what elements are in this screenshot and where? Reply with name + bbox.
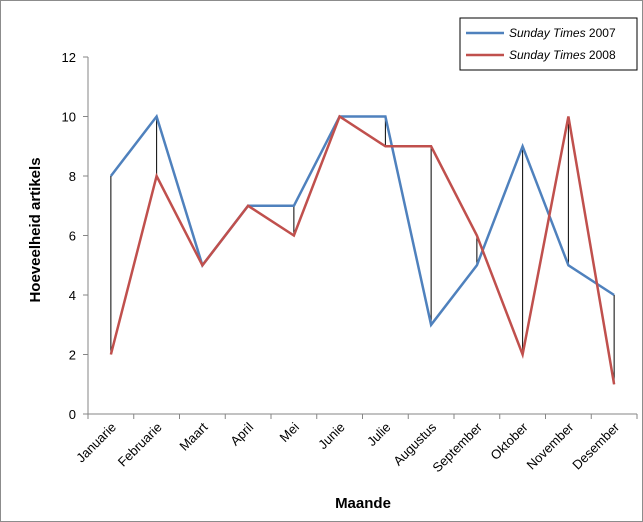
x-tick-label: Oktober [487,419,531,463]
y-tick-label: 8 [69,169,76,184]
y-tick-label: 12 [62,50,76,65]
y-tick-label: 0 [69,407,76,422]
x-tick-label: April [227,419,256,448]
legend-entry-year: 2007 [586,26,616,40]
x-tick-label: November [523,419,576,472]
legend-entry: Sunday Times 2007 [509,26,616,40]
x-tick-label: Mei [277,419,302,444]
x-tick-label: Januarie [73,420,119,466]
x-tick-label: Maart [176,419,210,453]
drop-lines [110,116,615,385]
x-tick-label: September [429,419,485,475]
y-ticks: 0 2 4 6 8 10 12 [62,50,88,422]
legend-entry-name: Sunday Times [509,26,586,40]
axes [87,57,637,415]
legend-entry: Sunday Times 2008 [509,48,616,62]
x-axis-title: Maande [335,495,391,512]
legend-box [459,17,638,71]
x-tick-label: Februarie [115,420,165,470]
y-tick-label: 2 [69,348,76,363]
y-tick-label: 6 [69,229,76,244]
series-lines [109,113,616,385]
legend-entry-name: Sunday Times [509,48,586,62]
x-tick-label: Desember [569,419,622,472]
y-tick-label: 4 [69,288,76,303]
series-line-2 [109,114,616,385]
y-axis-title: Hoeveelheid artikels [27,157,44,302]
legend-entry-year: 2008 [586,48,616,62]
x-tick-label: Junie [315,420,348,453]
x-tick-label: Julie [364,420,394,450]
y-tick-label: 10 [62,110,76,125]
series-line-1 [109,113,615,328]
